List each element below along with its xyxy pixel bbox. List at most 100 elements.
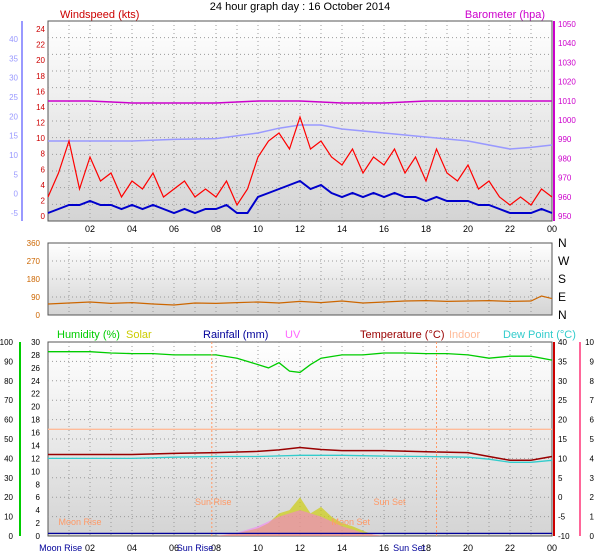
compass-tick-label: W	[558, 254, 570, 268]
temperature-tick-label: 25	[558, 396, 567, 405]
wind-x-tick-label: 22	[505, 224, 515, 234]
inner-left-tick-label: 8	[36, 480, 41, 489]
uv-tick-label: 7	[590, 396, 595, 405]
windspeed-tick-label: 18	[36, 72, 45, 81]
inner-left-tick-label: 14	[31, 441, 40, 450]
temperature_ref-series	[48, 124, 553, 150]
temperature-tick-label: 35	[558, 357, 567, 366]
windspeed-tick-label: 22	[36, 41, 45, 50]
windspeed-axis-label: Windspeed (kts)	[60, 9, 139, 21]
inner-left-tick-label: 6	[36, 493, 41, 502]
wind-x-tick-label: 20	[463, 224, 473, 234]
temperature-ref-tick-label: 30	[9, 74, 18, 83]
windspeed-tick-label: 12	[36, 119, 45, 128]
legend-item: UV	[285, 329, 301, 341]
inner-left-tick-label: 20	[31, 403, 40, 412]
wind-x-tick-label: 06	[169, 224, 179, 234]
barometer-tick-label: 960	[558, 193, 572, 202]
direction-tick-label: 90	[31, 293, 40, 302]
temperature-tick-label: 30	[558, 377, 567, 386]
humidity-tick-label: 40	[4, 454, 13, 463]
legend-item: Solar	[126, 329, 152, 341]
direction-tick-label: 0	[36, 311, 41, 320]
uv-tick-label: 3	[590, 474, 595, 483]
windspeed-tick-label: 4	[41, 181, 46, 190]
temperature-ref-tick-label: 20	[9, 112, 18, 121]
windspeed-tick-label: 6	[41, 165, 46, 174]
temperature-ref-tick-label: -5	[11, 209, 19, 218]
humidity-tick-label: 10	[4, 513, 13, 522]
windspeed-tick-label: 0	[41, 212, 46, 221]
bottom-sun-set-label: Sun Set	[393, 543, 426, 553]
direction-tick-label: 270	[27, 257, 41, 266]
humidity-tick-label: 100	[0, 338, 14, 347]
humidity-tick-label: 50	[4, 435, 13, 444]
direction-tick-label: 360	[27, 239, 41, 248]
temperature-x-tick-label: 18	[421, 543, 431, 553]
uv-tick-label: 5	[590, 435, 595, 444]
inner-left-tick-label: 12	[31, 454, 40, 463]
windspeed-tick-label: 10	[36, 134, 45, 143]
uv-tick-label: 6	[590, 416, 595, 425]
compass-tick-label: N	[558, 308, 567, 322]
bottom-moon-rise-label: Moon Rise	[39, 543, 82, 553]
temperature-tick-label: 40	[558, 338, 567, 347]
temperature-ref-tick-label: 35	[9, 54, 18, 63]
windspeed-tick-label: 14	[36, 103, 45, 112]
compass-tick-label: E	[558, 290, 566, 304]
chart-title: 24 hour graph day : 16 October 2014	[210, 1, 390, 13]
wind-x-tick-label: 02	[85, 224, 95, 234]
temperature-x-tick-label: 04	[127, 543, 137, 553]
temperature-ref-tick-label: 0	[14, 190, 19, 199]
windspeed-tick-label: 24	[36, 25, 45, 34]
temperature-ref-tick-label: 15	[9, 132, 18, 141]
barometer-tick-label: 1020	[558, 78, 576, 87]
inner-left-tick-label: 30	[31, 338, 40, 347]
uv-tick-label: 0	[590, 532, 595, 541]
humidity-tick-label: 0	[9, 532, 14, 541]
barometer-tick-label: 980	[558, 154, 572, 163]
temperature-tick-label: 0	[558, 493, 563, 502]
inner-left-tick-label: 16	[31, 429, 40, 438]
inner-left-tick-label: 0	[36, 532, 41, 541]
windspeed-tick-label: 8	[41, 150, 46, 159]
humidity-tick-label: 20	[4, 493, 13, 502]
moon-rise-annotation: Moon Rise	[59, 517, 102, 527]
temperature-x-tick-label: 08	[211, 543, 221, 553]
direction-tick-label: 180	[27, 275, 41, 284]
barometer-tick-label: 1010	[558, 97, 576, 106]
temperature-x-tick-label: 22	[505, 543, 515, 553]
wind-x-tick-label: 18	[421, 224, 431, 234]
inner-left-tick-label: 18	[31, 416, 40, 425]
legend-item: Rainfall (mm)	[203, 329, 268, 341]
temperature-x-tick-label: 16	[379, 543, 389, 553]
wind-x-tick-label: 14	[337, 224, 347, 234]
temperature-x-tick-label: 20	[463, 543, 473, 553]
wind-x-tick-label: 08	[211, 224, 221, 234]
barometer-series	[48, 100, 552, 104]
temperature-x-tick-label: 12	[295, 543, 305, 553]
uv-tick-label: 2	[590, 493, 595, 502]
legend-item: Temperature (°C)	[360, 329, 444, 341]
temperature-tick-label: 10	[558, 454, 567, 463]
barometer-tick-label: 1050	[558, 20, 576, 29]
wind_avg-series	[47, 179, 553, 215]
uv-tick-label: 1	[590, 513, 595, 522]
humidity-tick-label: 30	[4, 474, 13, 483]
windspeed-tick-label: 20	[36, 56, 45, 65]
uv-tick-label: 4	[590, 454, 595, 463]
inner-left-tick-label: 4	[36, 506, 41, 515]
inner-left-tick-label: 10	[31, 467, 40, 476]
dewpoint-series	[48, 454, 553, 463]
sun-rise-annotation: Sun Rise	[195, 497, 232, 507]
temperature-ref-tick-label: 40	[9, 35, 18, 44]
temperature-tick-label: 15	[558, 435, 567, 444]
temperature-tick-label: -5	[558, 513, 566, 522]
temperature-x-tick-label: 00	[547, 543, 557, 553]
temperature-ref-tick-label: 25	[9, 93, 18, 102]
legend-item: Indoor	[449, 329, 481, 341]
sun-set-annotation: Sun Set	[374, 497, 407, 507]
barometer-axis-label: Barometer (hpa)	[465, 9, 545, 21]
wind-x-tick-label: 00	[547, 224, 557, 234]
